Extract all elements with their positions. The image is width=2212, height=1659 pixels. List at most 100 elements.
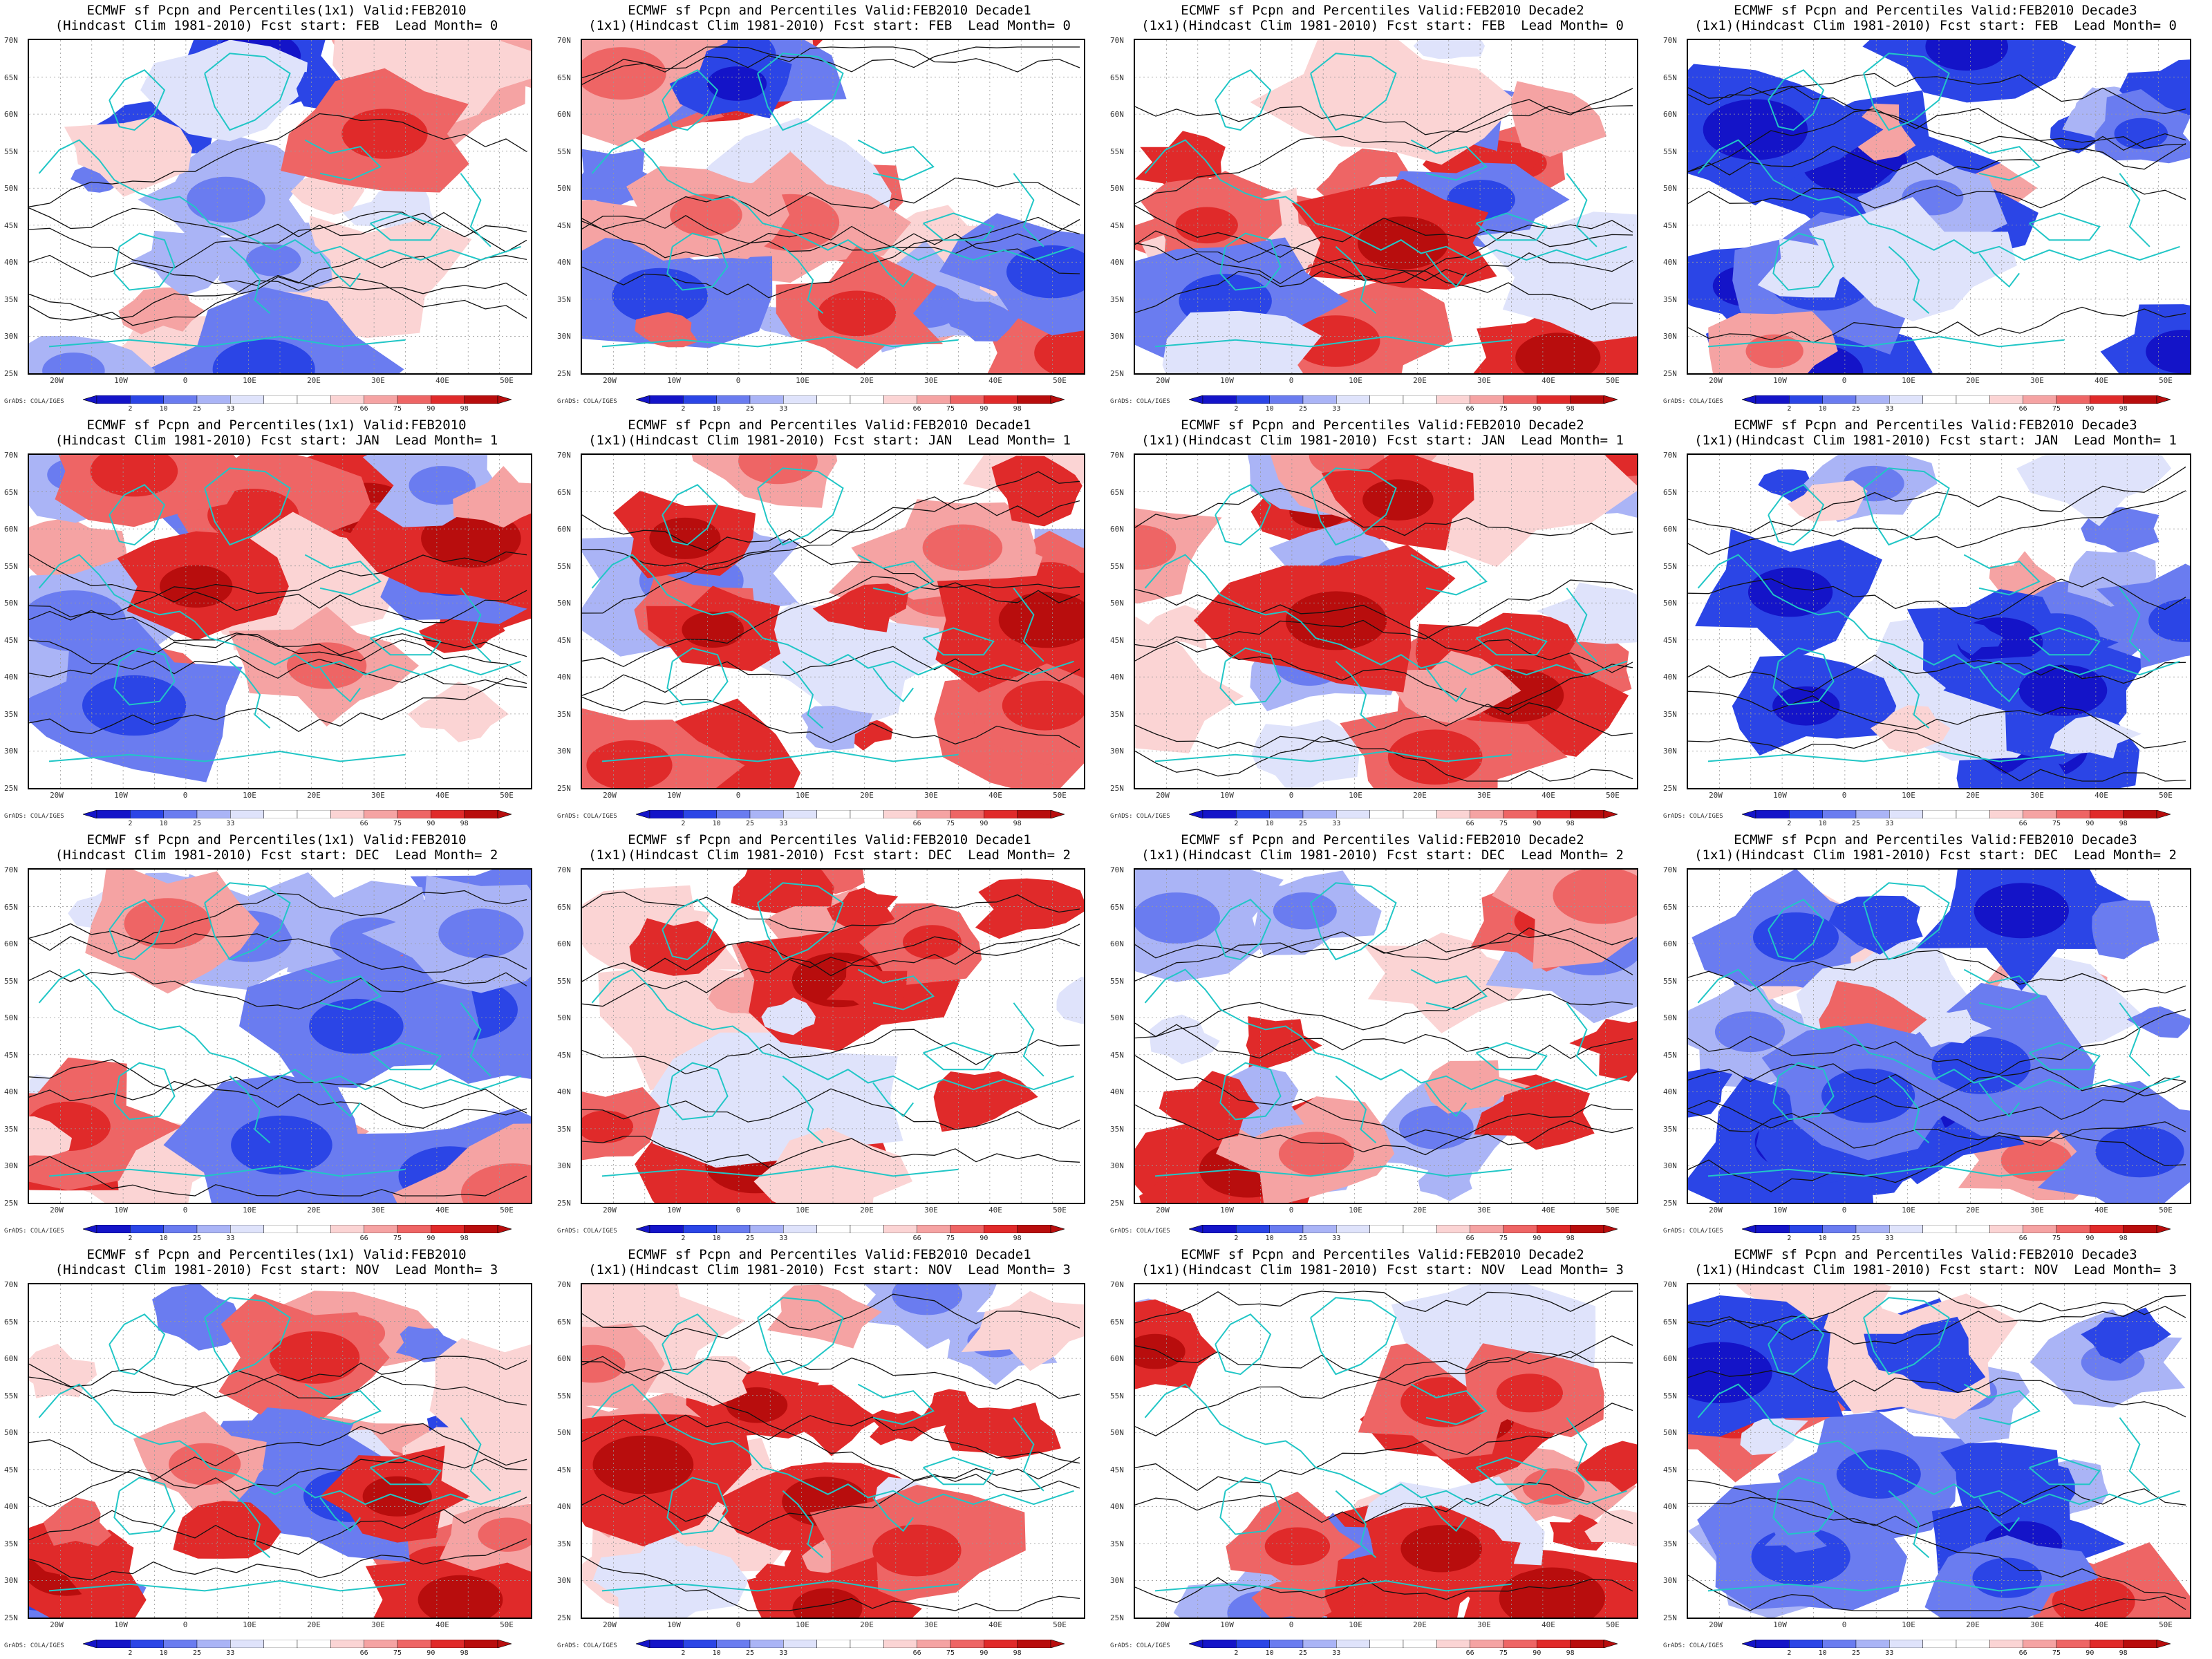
contour-line [29,1156,527,1197]
graticule [1135,1284,1637,1618]
latitude-label: 55N [1110,1391,1124,1400]
coastline [601,335,959,348]
colorbar-label: 25 [1298,1235,1308,1242]
coastlines [1697,1297,2180,1592]
coastline [757,882,844,961]
colorbar-segment [1855,1225,1890,1233]
map-panel: ECMWF sf Pcpn and Percentiles Valid:FEB2… [1106,0,1659,415]
colorbar-segment [1336,1225,1370,1233]
map-panel: ECMWF sf Pcpn and Percentiles Valid:FEB2… [1659,1244,2212,1659]
longitude-label: 40E [2094,376,2108,385]
contour-line [29,1538,527,1581]
colorbar-segment [1403,810,1437,818]
colorbar-segment [96,1225,131,1233]
percentile-core [42,353,105,373]
colorbar-segment [1537,810,1571,818]
coastline [204,882,291,961]
coastline [1425,667,1467,703]
coastline [1410,968,1488,1011]
panel-title: ECMWF sf Pcpn and Percentiles Valid:FEB2… [1181,1247,1584,1262]
percentile-area [1056,977,1084,1024]
contour-line [29,610,527,657]
longitude-label: 10E [1902,791,1915,800]
colorbar-segment [230,1225,264,1233]
panel-subtitle: (1x1)(Hindcast Clim 1981-2010) Fcst star… [1141,18,1624,33]
colorbar-label: 75 [1499,1235,1508,1242]
colorbar-segment [1989,1225,2023,1233]
longitude-label: 40E [2094,1206,2108,1215]
coastline [113,232,176,291]
longitude-label: 20E [1413,791,1427,800]
latitude-label: 45N [557,221,571,230]
coastline [48,1165,406,1177]
panel-subtitle: (1x1)(Hindcast Clim 1981-2010) Fcst star… [1694,847,2177,863]
longitude-label: 10W [1220,791,1234,800]
graticule [29,1284,531,1618]
percentile-area [64,117,192,197]
longitude-label: 10W [667,376,681,385]
percentile-core [582,1344,626,1383]
coastline [782,1076,824,1143]
colorbar-segment [1956,1225,1990,1233]
map-panel: ECMWF sf Pcpn and Percentiles(1x1) Valid… [0,415,553,830]
colorbar-segment [1470,395,1504,404]
coastline [923,627,995,656]
colorbar-segment [649,1640,684,1648]
latitude-label: 30N [557,332,571,341]
colorbar-label: 90 [980,1649,988,1657]
colorbar-label: 2 [1787,1649,1792,1657]
map-panel: ECMWF sf Pcpn and Percentiles(1x1) Valid… [0,0,553,415]
colorbar-segment [1822,1640,1857,1648]
coastlines [591,1297,1074,1592]
colorbar-segment [364,810,398,818]
colorbar-label: 25 [1298,820,1308,827]
latitude-label: 40N [1110,258,1124,267]
colorbar-label: 90 [1533,405,1541,413]
longitude-label: 0 [1841,1206,1847,1215]
colorbar-segment [1403,1640,1437,1648]
longitude-label: 50E [500,376,514,385]
colorbar-segment [1789,1225,1823,1233]
percentile-map [1134,868,1638,1204]
colorbar-segment [1202,810,1237,818]
contour-line [1135,1291,1633,1324]
latitude-label: 60N [1663,525,1677,534]
longitude-label: 20W [50,1620,64,1629]
coastline [319,1497,361,1533]
contour-line [29,551,527,618]
longitude-label: 50E [2159,1206,2173,1215]
percentile-area [147,287,404,373]
coastline [872,1082,914,1118]
contour-line [1688,691,2186,749]
longitude-label: 40E [435,1206,449,1215]
colorbar-label: 2 [1234,1235,1239,1242]
percentile-area [853,1284,997,1349]
coastline [1410,554,1488,596]
percentile-area [2126,1006,2190,1038]
latitude-label: 65N [557,1317,571,1327]
colorbar-label: 33 [1885,405,1894,413]
colorbar-segment [1789,810,1823,818]
colorbar-segment [2123,1640,2157,1648]
colorbar-segment [163,1225,198,1233]
contour-line [1135,230,1633,281]
colorbar [83,395,512,404]
longitude-label: 10W [667,791,681,800]
colorbar-segment [1755,1640,1790,1648]
colorbar-high-arrow [1603,1225,1618,1233]
coastline [1425,252,1467,288]
longitude-label: 20W [1156,1620,1170,1629]
colorbar-high-arrow [1050,1225,1065,1233]
coastlines [591,53,1074,348]
latitude-label: 25N [4,783,18,793]
contour-line [29,1369,527,1406]
coastline [1772,1477,1835,1535]
coastline [1697,139,2180,261]
coastline [1215,69,1272,131]
latitude-label: 40N [4,1502,18,1511]
latitude-label: 35N [1663,294,1677,304]
latitude-label: 35N [1663,709,1677,719]
longitude-label: 20W [50,376,64,385]
percentile-core [438,908,524,959]
contour-line [1135,927,1633,975]
